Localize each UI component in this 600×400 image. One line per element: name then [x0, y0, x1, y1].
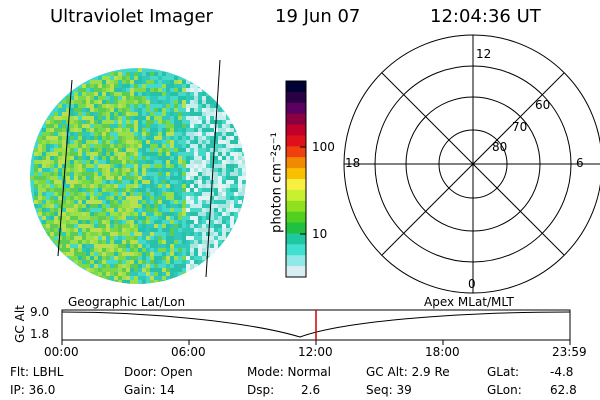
mlt-label-12: 12 — [476, 47, 492, 61]
door-info: Door: Open — [124, 365, 193, 379]
dsp-info: Dsp: — [247, 383, 275, 397]
lat-label-80: 80 — [492, 140, 508, 154]
gc-alt-axis-title: GC Alt — [13, 305, 27, 343]
seq-info: Seq: 39 — [366, 383, 412, 397]
x-tick-1200: 12:00 — [298, 345, 333, 359]
lat-label-60: 60 — [535, 98, 551, 112]
colorbar-tick-10: 10 — [312, 227, 328, 241]
x-tick-1800: 18:00 — [425, 345, 460, 359]
glon-value: 62.8 — [550, 383, 577, 397]
image-title: Ultraviolet Imager — [50, 6, 213, 27]
polar-grid — [343, 34, 600, 294]
time-label: 12:04:36 UT — [430, 6, 541, 27]
ip-info: IP: 36.0 — [10, 383, 56, 397]
mlt-label-18: 18 — [345, 156, 361, 170]
uv-disk — [30, 68, 246, 284]
flt-info: Flt: LBHL — [10, 365, 64, 379]
y-tick-1-8: 1.8 — [30, 327, 50, 341]
x-tick-0000: 00:00 — [44, 345, 79, 359]
geographic-caption: Geographic Lat/Lon — [68, 295, 186, 309]
gain-info: Gain: 14 — [124, 383, 175, 397]
glat-value: -4.8 — [550, 365, 574, 379]
apex-caption: Apex MLat/MLT — [424, 295, 514, 309]
timeline-plot — [61, 309, 571, 345]
colorbar-frame — [285, 80, 307, 278]
colorbar-label: photon cm⁻²s⁻¹ — [269, 132, 285, 233]
mlt-label-6: 6 — [576, 156, 584, 170]
x-tick-0600: 06:00 — [171, 345, 206, 359]
y-tick-9: 9.0 — [30, 305, 50, 319]
date-label: 19 Jun 07 — [275, 6, 361, 27]
lat-label-70: 70 — [512, 120, 528, 134]
lon-line-right — [205, 59, 221, 278]
glon-info: GLon: — [487, 383, 522, 397]
colorbar-tick-100: 100 — [312, 140, 335, 154]
altitude-curve — [61, 311, 571, 338]
gc-alt-info: GC Alt: 2.9 Re — [366, 365, 450, 379]
lon-line-left — [57, 79, 73, 257]
glat-info: GLat: — [487, 365, 520, 379]
mlt-label-0: 0 — [468, 277, 476, 291]
colorbar — [286, 81, 306, 278]
dsp-value: 2.6 — [301, 383, 321, 397]
x-tick-2359: 23:59 — [552, 345, 587, 359]
mode-info: Mode: Normal — [247, 365, 331, 379]
